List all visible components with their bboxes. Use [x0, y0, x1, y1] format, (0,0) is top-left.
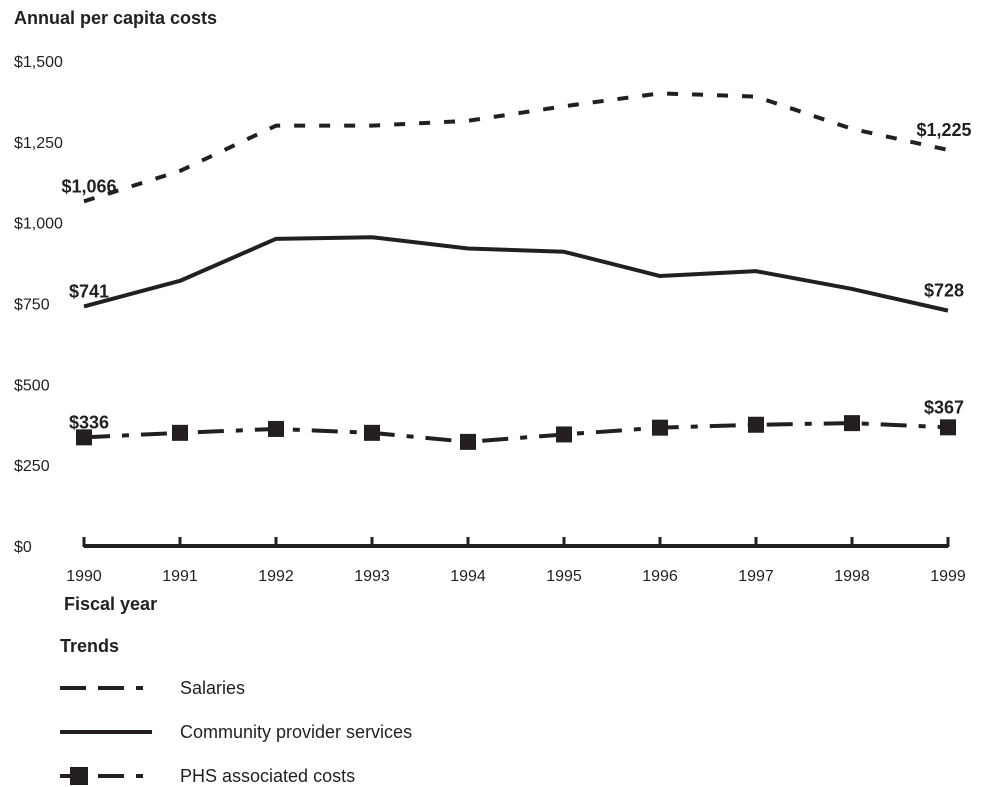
y-tick-label: $250	[14, 458, 50, 475]
x-tick-label: 1993	[354, 568, 390, 585]
legend: Salaries Community provider services PHS a…	[60, 678, 412, 786]
series-marker	[652, 419, 668, 436]
series-marker	[844, 415, 860, 432]
x-tick-label: 1998	[834, 568, 870, 585]
series-marker	[76, 429, 92, 446]
series-line	[83, 91, 949, 204]
series-marker	[172, 424, 188, 441]
series-marker	[460, 433, 476, 450]
start-value-label: $741	[69, 281, 109, 301]
y-tick-label: $500	[14, 377, 50, 394]
end-value-label: $367	[924, 397, 964, 417]
series-marker	[364, 424, 380, 441]
y-axis-tick-labels: $0 $250 $500 $750 $1,000 $1,250 $1,500	[14, 54, 63, 556]
x-tick-label: 1990	[66, 568, 102, 585]
end-value-label: $1,225	[916, 120, 971, 140]
x-axis-ticks: 1990 1991 1992 1993 1994 1995 1996 1997 1998 1999	[66, 537, 966, 585]
value-labels: $1,066 $1,225 $741 $728 $336 $367	[61, 120, 971, 432]
legend-marker	[70, 767, 88, 785]
start-value-label: $336	[69, 412, 109, 432]
legend-title: Trends	[60, 636, 119, 656]
chart-title: Annual per capita costs	[14, 8, 217, 28]
series-layer	[76, 91, 956, 450]
legend-label: Community provider services	[180, 722, 412, 742]
x-tick-label: 1991	[162, 568, 198, 585]
legend-label: PHS associated costs	[180, 766, 355, 786]
legend-label: Salaries	[180, 678, 245, 698]
x-tick-label: 1999	[930, 568, 966, 585]
y-tick-label: $1,500	[14, 54, 63, 71]
series-marker	[748, 416, 764, 433]
y-tick-label: $750	[14, 297, 50, 314]
series-marker	[268, 420, 284, 437]
start-value-label: $1,066	[61, 176, 116, 196]
end-value-label: $728	[924, 281, 964, 301]
series-line	[83, 235, 949, 313]
series-line	[83, 421, 949, 444]
x-axis-title: Fiscal year	[64, 594, 157, 614]
x-tick-label: 1992	[258, 568, 294, 585]
x-tick-label: 1997	[738, 568, 774, 585]
y-tick-label: $0	[14, 539, 32, 556]
y-tick-label: $1,000	[14, 216, 63, 233]
y-tick-label: $1,250	[14, 135, 63, 152]
x-tick-label: 1996	[642, 568, 678, 585]
series-marker	[940, 419, 956, 436]
x-tick-label: 1995	[546, 568, 582, 585]
x-tick-label: 1994	[450, 568, 486, 585]
series-marker	[556, 426, 572, 443]
